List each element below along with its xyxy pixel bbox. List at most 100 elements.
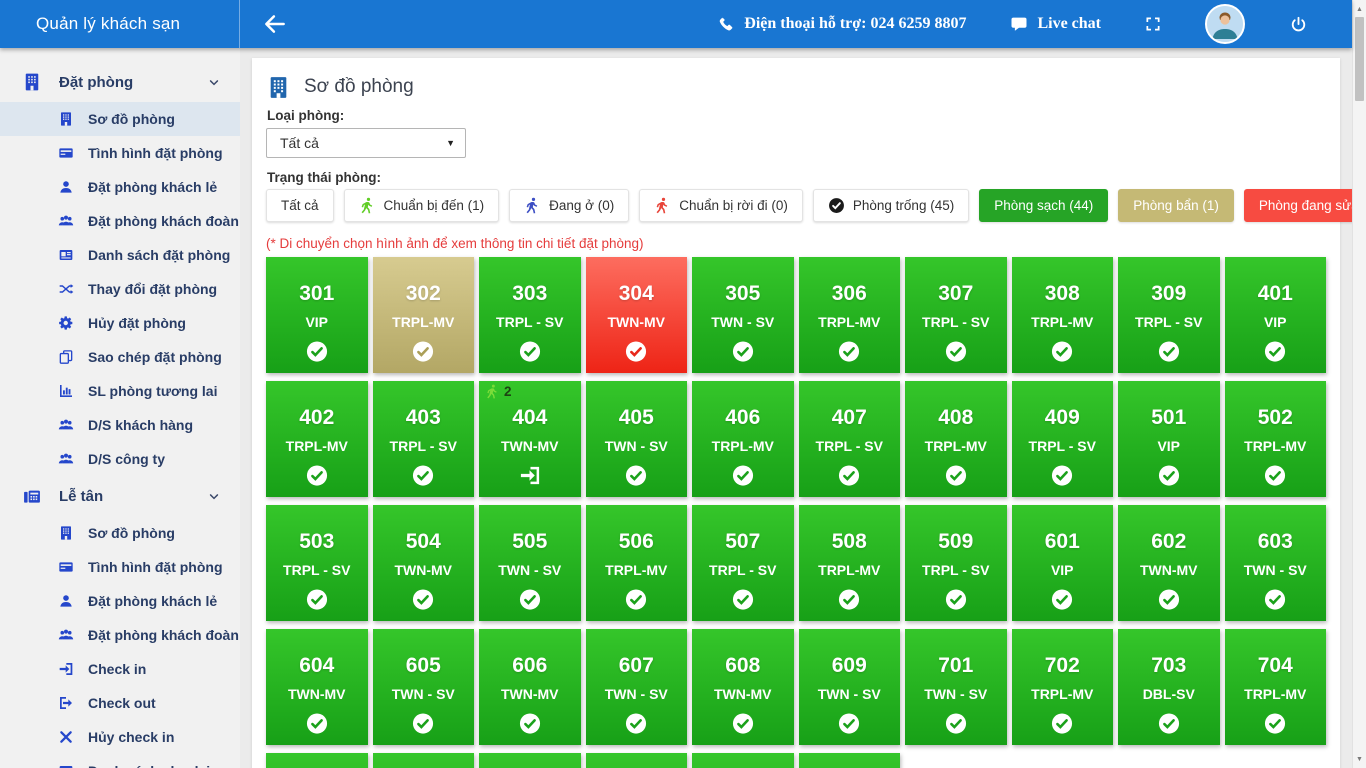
scrollbar-thumb[interactable] (1355, 17, 1364, 101)
room-card-604[interactable]: 604 TWN-MV (266, 629, 368, 745)
sidebar-item-label: Đặt phòng khách lẻ (88, 593, 218, 609)
sidebar-item-label: Tình hình đặt phòng (88, 145, 223, 161)
room-card-405[interactable]: 405 TWN - SV (585, 381, 687, 497)
room-number: 307 (938, 282, 974, 305)
room-card-406[interactable]: 406 TRPL-MV (692, 381, 794, 497)
room-type: TRPL - SV (389, 438, 457, 454)
status-filter-button-4[interactable]: Phòng trống (45) (812, 189, 970, 222)
room-type: VIP (305, 314, 329, 330)
page-title: Sơ đồ phòng (266, 72, 1326, 102)
sidebar-item[interactable]: Tình hình đặt phòng (0, 550, 240, 584)
status-filter-button-2[interactable]: Đang ở (0) (509, 189, 630, 222)
scrollbar[interactable]: ▲ ▼ (1352, 0, 1366, 768)
room-card-partial[interactable] (585, 753, 687, 768)
sidebar-item[interactable]: Thay đổi đặt phòng (0, 272, 240, 306)
sidebar-item[interactable]: Check in (0, 652, 240, 686)
room-card-305[interactable]: 305 TWN - SV (692, 257, 794, 373)
back-icon[interactable] (262, 11, 288, 37)
sidebar-item[interactable]: Sơ đồ phòng (0, 516, 240, 550)
room-card-608[interactable]: 608 TWN-MV (692, 629, 794, 745)
room-card-504[interactable]: 504 TWN-MV (372, 505, 474, 621)
room-card-703[interactable]: 703 DBL-SV (1118, 629, 1220, 745)
room-type-select[interactable]: Tất cả ▼ (266, 128, 466, 158)
scrollbar-down-arrow[interactable]: ▼ (1356, 755, 1363, 763)
room-card-302[interactable]: 302 TRPL-MV (372, 257, 474, 373)
live-chat-button[interactable]: Live chat (1010, 15, 1101, 33)
room-card-303[interactable]: 303 TRPL - SV (479, 257, 581, 373)
room-card-304[interactable]: 304 TWN-MV (585, 257, 687, 373)
room-card-307[interactable]: 307 TRPL - SV (905, 257, 1007, 373)
status-filter-button-1[interactable]: Chuẩn bị đến (1) (343, 189, 500, 222)
scrollbar-up-arrow[interactable]: ▲ (1356, 5, 1363, 13)
caret-down-icon: ▼ (446, 138, 455, 148)
sidebar-item[interactable]: Danh sách đặt phòng (0, 238, 240, 272)
status-filter-button-7[interactable]: Phòng đang sửa (1) (1243, 189, 1366, 222)
sidebar-item[interactable]: Danh sách check in (0, 754, 240, 768)
sidebar-item[interactable]: Hủy đặt phòng (0, 306, 240, 340)
status-filter-label: Phòng đang sửa (1) (1258, 198, 1366, 213)
sidebar-item[interactable]: Đặt phòng khách lẻ (0, 170, 240, 204)
status-filter-button-3[interactable]: Chuẩn bị rời đi (0) (639, 189, 803, 222)
room-status-label: Trạng thái phòng: (267, 170, 381, 185)
room-card-407[interactable]: 407 TRPL - SV (798, 381, 900, 497)
fullscreen-icon[interactable] (1145, 16, 1161, 32)
room-card-508[interactable]: 508 TRPL-MV (798, 505, 900, 621)
sidebar-item[interactable]: Tình hình đặt phòng (0, 136, 240, 170)
sidebar-item[interactable]: Đặt phòng khách đoàn (0, 618, 240, 652)
room-card-401[interactable]: 401 VIP (1224, 257, 1326, 373)
room-card-606[interactable]: 606 TWN-MV (479, 629, 581, 745)
sidebar-item[interactable]: Đặt phòng khách đoàn (0, 204, 240, 238)
sidebar-item[interactable]: Hủy check in (0, 720, 240, 754)
room-card-509[interactable]: 509 TRPL - SV (905, 505, 1007, 621)
room-card-partial[interactable] (692, 753, 794, 768)
room-card-partial[interactable] (372, 753, 474, 768)
room-card-507[interactable]: 507 TRPL - SV (692, 505, 794, 621)
signout-icon (58, 695, 74, 711)
room-card-503[interactable]: 503 TRPL - SV (266, 505, 368, 621)
sidebar-section-header[interactable]: Đặt phòng (0, 62, 240, 102)
room-card-partial[interactable] (798, 753, 900, 768)
power-icon[interactable] (1289, 15, 1308, 34)
room-card-505[interactable]: 505 TWN - SV (479, 505, 581, 621)
room-card-404[interactable]: 2 404 TWN-MV (479, 381, 581, 497)
room-card-501[interactable]: 501 VIP (1118, 381, 1220, 497)
room-card-607[interactable]: 607 TWN - SV (585, 629, 687, 745)
status-filter-button-0[interactable]: Tất cả (266, 189, 334, 222)
room-card-502[interactable]: 502 TRPL-MV (1224, 381, 1326, 497)
room-type: TWN-MV (500, 438, 559, 454)
room-card-704[interactable]: 704 TRPL-MV (1224, 629, 1326, 745)
room-card-409[interactable]: 409 TRPL - SV (1011, 381, 1113, 497)
room-card-601[interactable]: 601 VIP (1011, 505, 1113, 621)
room-card-408[interactable]: 408 TRPL-MV (905, 381, 1007, 497)
sidebar-item[interactable]: Đặt phòng khách lẻ (0, 584, 240, 618)
sidebar-item[interactable]: D/S công ty (0, 442, 240, 476)
room-card-403[interactable]: 403 TRPL - SV (372, 381, 474, 497)
room-type-label: Loại phòng: (267, 108, 345, 123)
status-filter-button-6[interactable]: Phòng bẩn (1) (1118, 189, 1234, 222)
sidebar-section-header[interactable]: Lễ tân (0, 476, 240, 516)
room-card-506[interactable]: 506 TRPL-MV (585, 505, 687, 621)
sidebar-item[interactable]: SL phòng tương lai (0, 374, 240, 408)
room-card-308[interactable]: 308 TRPL-MV (1011, 257, 1113, 373)
sidebar-item[interactable]: D/S khách hàng (0, 408, 240, 442)
room-card-603[interactable]: 603 TWN - SV (1224, 505, 1326, 621)
room-card-402[interactable]: 402 TRPL-MV (266, 381, 368, 497)
room-card-306[interactable]: 306 TRPL-MV (798, 257, 900, 373)
room-card-702[interactable]: 702 TRPL-MV (1011, 629, 1113, 745)
sidebar-item[interactable]: Check out (0, 686, 240, 720)
sidebar-item[interactable]: Sơ đồ phòng (0, 102, 240, 136)
building-icon (58, 525, 74, 541)
avatar[interactable] (1205, 4, 1245, 44)
room-card-partial[interactable] (266, 753, 368, 768)
room-card-partial[interactable] (479, 753, 581, 768)
status-filter-button-5[interactable]: Phòng sạch (44) (979, 189, 1109, 222)
room-number: 507 (725, 530, 761, 553)
room-card-701[interactable]: 701 TWN - SV (905, 629, 1007, 745)
check-circle-icon (625, 712, 648, 735)
room-card-609[interactable]: 609 TWN - SV (798, 629, 900, 745)
room-card-602[interactable]: 602 TWN-MV (1118, 505, 1220, 621)
room-card-605[interactable]: 605 TWN - SV (372, 629, 474, 745)
sidebar-item[interactable]: Sao chép đặt phòng (0, 340, 240, 374)
room-card-309[interactable]: 309 TRPL - SV (1118, 257, 1220, 373)
room-card-301[interactable]: 301 VIP (266, 257, 368, 373)
